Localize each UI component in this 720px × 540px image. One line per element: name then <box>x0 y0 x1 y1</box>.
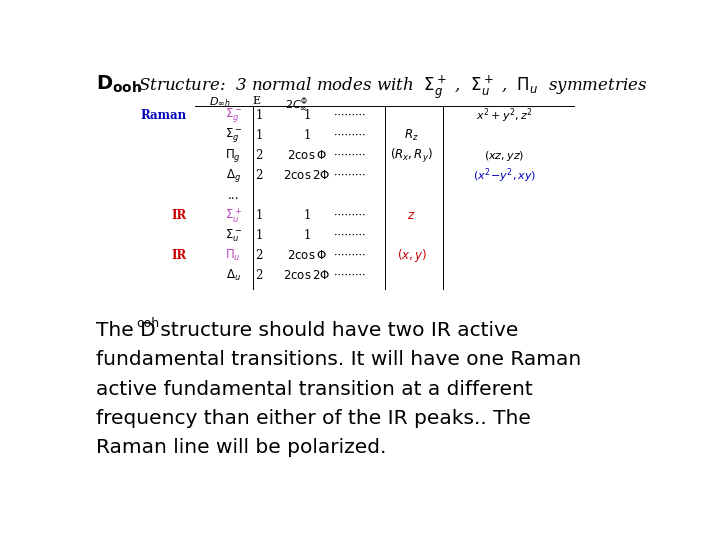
Text: $(x^2\!-\!y^2, xy)$: $(x^2\!-\!y^2, xy)$ <box>473 166 536 185</box>
Text: 1: 1 <box>256 209 263 222</box>
Text: ·········: ········· <box>334 171 365 181</box>
Text: 2: 2 <box>256 169 263 182</box>
Text: $\Sigma_g^-$: $\Sigma_g^-$ <box>225 126 242 145</box>
Text: frequency than either of the IR peaks.. The: frequency than either of the IR peaks.. … <box>96 409 531 428</box>
Text: $\Delta_u$: $\Delta_u$ <box>226 268 241 284</box>
Text: 1: 1 <box>256 109 263 122</box>
Text: ...: ... <box>228 189 239 202</box>
Text: 1: 1 <box>303 109 311 122</box>
Text: ·········: ········· <box>334 251 365 261</box>
Text: ·········: ········· <box>334 231 365 241</box>
Text: E: E <box>253 96 261 106</box>
Text: 1: 1 <box>256 230 263 242</box>
Text: Structure:  3 normal modes with  $\Sigma_g^+$ ,  $\Sigma_u^+$ ,  $\Pi_u$  symmet: Structure: 3 normal modes with $\Sigma_g… <box>138 73 647 101</box>
Text: ·········: ········· <box>334 131 365 140</box>
Text: ·········: ········· <box>334 271 365 281</box>
Text: $z$: $z$ <box>408 209 416 222</box>
Text: $(x,y)$: $(x,y)$ <box>397 247 427 264</box>
Text: $R_z$: $R_z$ <box>405 128 419 143</box>
Text: IR: IR <box>171 209 187 222</box>
Text: ·········: ········· <box>334 211 365 221</box>
Text: $2\cos 2\Phi$: $2\cos 2\Phi$ <box>284 269 330 282</box>
Text: $\Sigma_u^+$: $\Sigma_u^+$ <box>225 206 242 225</box>
Text: fundamental transitions. It will have one Raman: fundamental transitions. It will have on… <box>96 350 582 369</box>
Text: 1: 1 <box>303 129 311 142</box>
Text: $2C_\infty^\Phi$: $2C_\infty^\Phi$ <box>284 96 307 113</box>
Text: ·········: ········· <box>334 151 365 161</box>
Text: 1: 1 <box>256 129 263 142</box>
Text: active fundamental transition at a different: active fundamental transition at a diffe… <box>96 380 533 399</box>
Text: $(xz, yz)$: $(xz, yz)$ <box>485 148 525 163</box>
Text: ·········: ········· <box>334 111 365 120</box>
Text: $2\cos\Phi$: $2\cos\Phi$ <box>287 149 327 162</box>
Text: $(R_x, R_y)$: $(R_x, R_y)$ <box>390 147 433 165</box>
Text: $\mathbf{D_{ooh}}$: $\mathbf{D_{ooh}}$ <box>96 73 142 94</box>
Text: 1: 1 <box>303 230 311 242</box>
Text: IR: IR <box>171 249 187 262</box>
Text: $\Sigma_u^-$: $\Sigma_u^-$ <box>225 227 242 244</box>
Text: 2: 2 <box>256 149 263 162</box>
Text: $D_{\infty h}$: $D_{\infty h}$ <box>209 96 230 110</box>
Text: Raman line will be polarized.: Raman line will be polarized. <box>96 438 387 457</box>
Text: $x^2+y^2, z^2$: $x^2+y^2, z^2$ <box>476 106 533 125</box>
Text: $\Pi_u$: $\Pi_u$ <box>225 248 241 264</box>
Text: $2\cos\Phi$: $2\cos\Phi$ <box>287 249 327 262</box>
Text: $\Pi_g$: $\Pi_g$ <box>225 147 241 164</box>
Text: 1: 1 <box>303 209 311 222</box>
Text: The D: The D <box>96 321 156 340</box>
Text: ooh: ooh <box>137 318 160 330</box>
Text: 2: 2 <box>256 249 263 262</box>
Text: structure should have two IR active: structure should have two IR active <box>154 321 518 340</box>
Text: Raman: Raman <box>140 109 187 122</box>
Text: 2: 2 <box>256 269 263 282</box>
Text: $2\cos 2\Phi$: $2\cos 2\Phi$ <box>284 169 330 182</box>
Text: $\Delta_g$: $\Delta_g$ <box>226 167 241 184</box>
Text: $\Sigma_g^-$: $\Sigma_g^-$ <box>225 106 242 125</box>
